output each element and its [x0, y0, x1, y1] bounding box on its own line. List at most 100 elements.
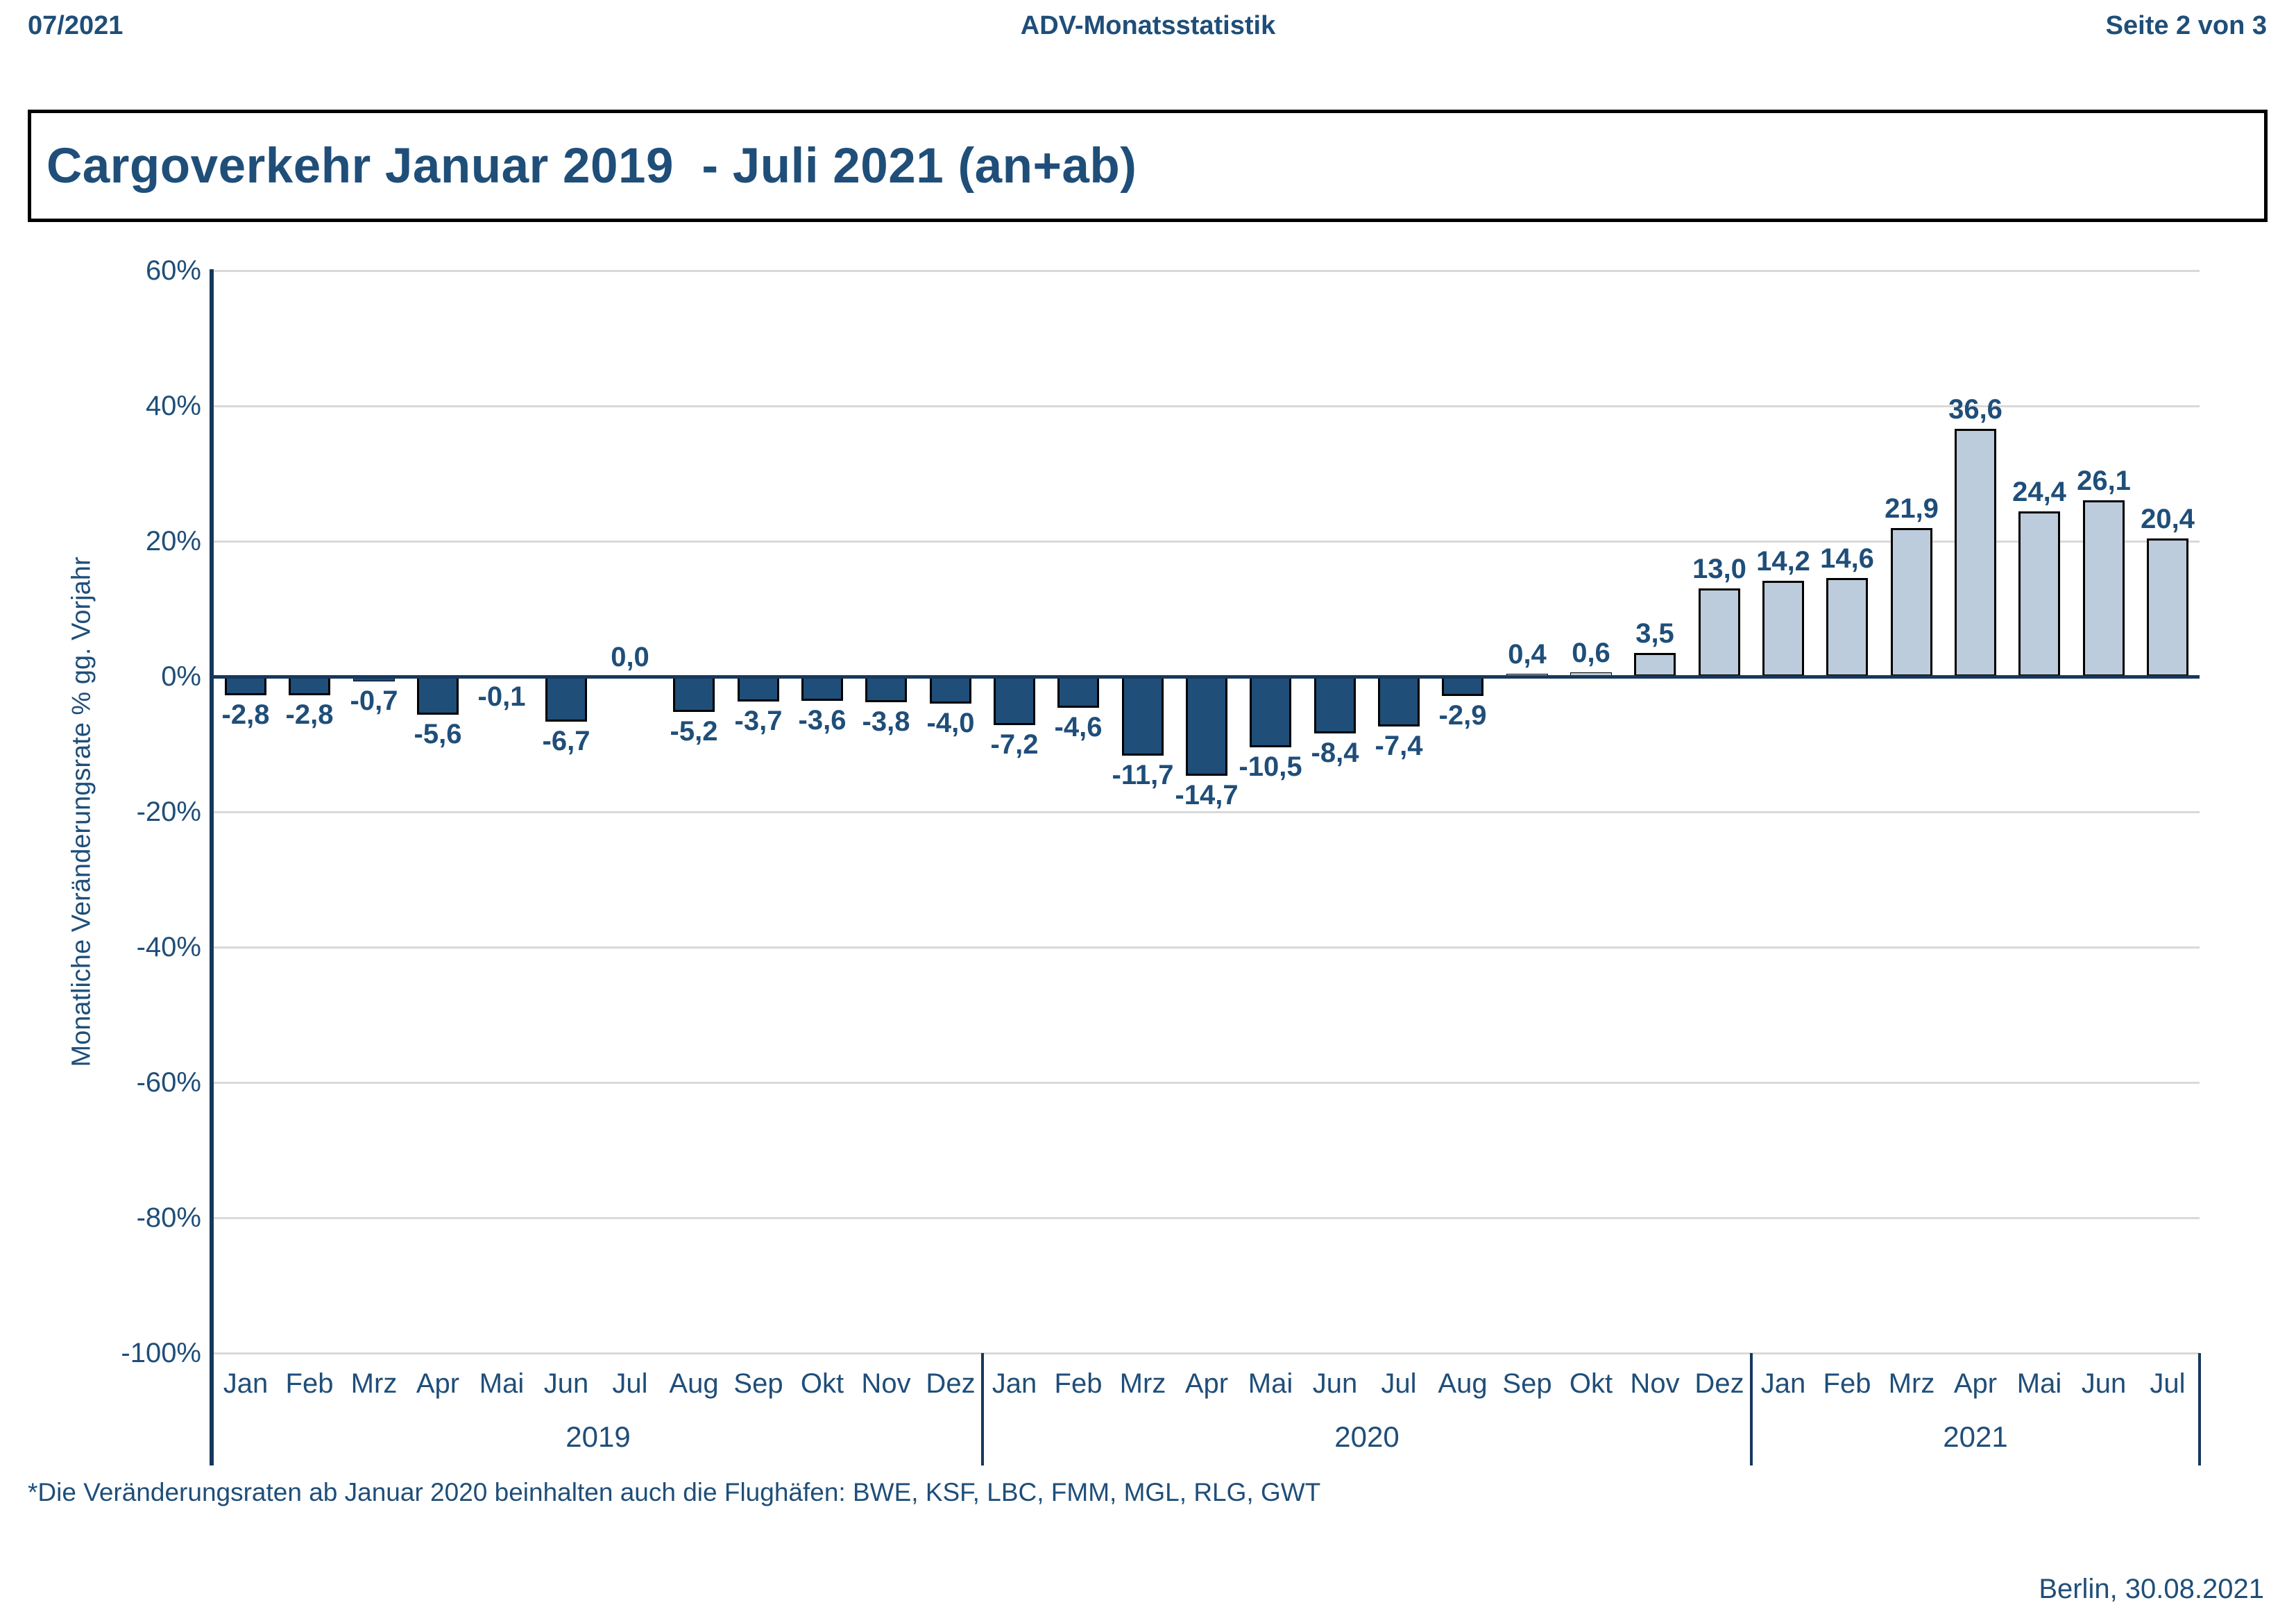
date-location: Berlin, 30.08.2021	[2039, 1574, 2264, 1604]
y-tick-label: 40%	[145, 391, 201, 421]
gridline	[214, 946, 2200, 949]
bar-Feb-14,6	[1826, 578, 1868, 677]
bar-Aug--2,9	[1442, 677, 1483, 696]
year-label-2019: 2019	[566, 1420, 631, 1453]
month-label: Jan	[992, 1368, 1037, 1399]
value-label: 14,2	[1756, 546, 1810, 577]
month-label: Okt	[1569, 1368, 1613, 1399]
gridline	[214, 1082, 2200, 1084]
value-label: 24,4	[2012, 477, 2066, 507]
value-label: 36,6	[1948, 394, 2002, 425]
year-divider	[1750, 1353, 1753, 1465]
value-label: -3,8	[862, 706, 910, 737]
year-divider	[981, 1353, 984, 1465]
bar-Nov--3,8	[865, 677, 907, 702]
month-label: Mai	[479, 1368, 525, 1399]
bar-Apr--5,6	[417, 677, 459, 715]
gridline	[214, 1352, 2200, 1354]
value-label: 14,6	[1820, 543, 1874, 574]
bar-Nov-3,5	[1634, 653, 1676, 677]
bar-Feb--2,8	[289, 677, 330, 695]
gridline	[214, 405, 2200, 407]
y-tick-label: -20%	[136, 797, 201, 827]
value-label: -3,7	[734, 706, 783, 736]
value-label: -14,7	[1175, 780, 1239, 810]
value-label: 13,0	[1692, 554, 1746, 584]
y-tick-label: -40%	[136, 932, 201, 962]
value-label: 20,4	[2141, 504, 2195, 534]
bar-Mrz-21,9	[1891, 528, 1932, 677]
header-document-title: ADV-Monatsstatistik	[1020, 11, 1276, 40]
y-tick-label: 60%	[145, 255, 201, 286]
bar-Feb--4,6	[1057, 677, 1099, 708]
value-label: -7,2	[990, 729, 1039, 760]
month-label: Jul	[1381, 1368, 1417, 1399]
bar-Okt--3,6	[801, 677, 843, 701]
value-label: 26,1	[2077, 466, 2131, 496]
gridline	[214, 541, 2200, 543]
value-label: -2,9	[1438, 700, 1487, 731]
header-page-number: Seite 2 von 3	[2105, 11, 2267, 40]
value-label: -7,4	[1375, 731, 1423, 761]
bar-Jul--7,4	[1378, 677, 1420, 726]
month-label: Mai	[1248, 1368, 1293, 1399]
value-label: -11,7	[1112, 760, 1174, 790]
y-tick-label: -80%	[136, 1203, 201, 1233]
value-label: -5,2	[670, 716, 718, 747]
year-label-2020: 2020	[1334, 1420, 1400, 1453]
bar-Dez--4,0	[930, 677, 971, 704]
month-label: Jun	[1312, 1368, 1358, 1399]
gridline	[214, 270, 2200, 272]
value-label: -5,6	[414, 719, 462, 749]
zero-axis-line	[214, 675, 2200, 679]
bar-Jan--2,8	[225, 677, 266, 695]
month-label: Nov	[861, 1368, 911, 1399]
month-label: Feb	[1823, 1368, 1871, 1399]
gridline	[214, 811, 2200, 813]
year-label-2021: 2021	[1943, 1420, 2008, 1453]
bar-Jun--6,7	[545, 677, 587, 722]
month-label: Apr	[1184, 1368, 1229, 1399]
bar-Jan-14,2	[1762, 581, 1804, 677]
month-label: Dez	[1694, 1368, 1744, 1399]
value-label: -0,7	[350, 686, 398, 716]
month-label: Dez	[926, 1368, 976, 1399]
month-label: Mai	[2016, 1368, 2062, 1399]
month-label: Jan	[223, 1368, 269, 1399]
month-label: Okt	[800, 1368, 844, 1399]
year-divider	[2198, 1353, 2201, 1465]
bar-Jan--7,2	[994, 677, 1035, 725]
value-label: 3,5	[1635, 618, 1674, 649]
bar-Mrz--11,7	[1122, 677, 1164, 756]
month-label: Sep	[1502, 1368, 1552, 1399]
month-label: Jul	[612, 1368, 648, 1399]
bar-Dez-13,0	[1699, 588, 1740, 677]
bar-Apr--14,7	[1186, 677, 1227, 776]
bar-Aug--5,2	[673, 677, 715, 712]
bar-Jul-20,4	[2147, 538, 2188, 677]
y-tick-label: -100%	[121, 1338, 201, 1368]
gridline	[214, 1217, 2200, 1219]
value-label: -6,7	[542, 726, 590, 756]
month-label: Jan	[1760, 1368, 1806, 1399]
month-label: Mrz	[1119, 1368, 1166, 1399]
footnote: *Die Veränderungsraten ab Januar 2020 be…	[28, 1478, 1321, 1506]
bar-Mai-24,4	[2018, 511, 2060, 677]
month-label: Jul	[2150, 1368, 2186, 1399]
value-label: -10,5	[1239, 751, 1302, 782]
bar-Jun-26,1	[2083, 500, 2125, 677]
y-axis-line	[210, 269, 214, 1465]
bar-Apr-36,6	[1955, 429, 1996, 677]
value-label: -2,8	[285, 699, 334, 730]
chart-title-box: Cargoverkehr Januar 2019 - Juli 2021 (an…	[28, 110, 2268, 222]
month-label: Mrz	[350, 1368, 398, 1399]
month-label: Mrz	[1888, 1368, 1935, 1399]
month-label: Aug	[669, 1368, 719, 1399]
bar-Mai--10,5	[1250, 677, 1291, 747]
chart-title: Cargoverkehr Januar 2019 - Juli 2021 (an…	[46, 138, 1137, 194]
bar-Sep--3,7	[738, 677, 779, 702]
month-label: Apr	[416, 1368, 460, 1399]
value-label: 0,4	[1508, 639, 1547, 670]
month-label: Feb	[1054, 1368, 1103, 1399]
value-label: 21,9	[1885, 493, 1939, 524]
